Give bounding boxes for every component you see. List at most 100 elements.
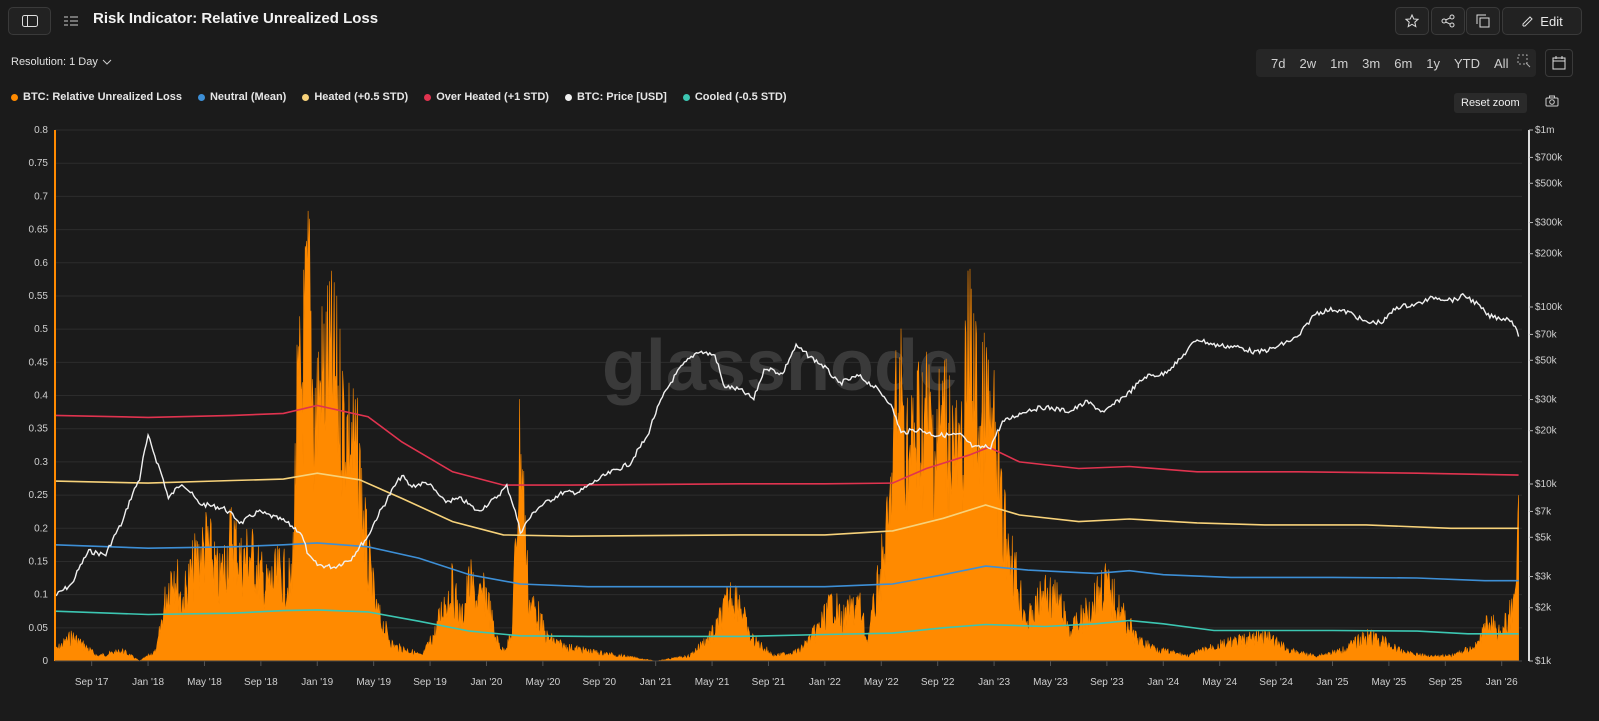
x-tick-label: May '18 bbox=[187, 677, 222, 688]
y2-tick-label: $300k bbox=[1535, 218, 1563, 229]
series-line-heated-0-5-std bbox=[54, 472, 1519, 538]
x-tick-label: Jan '25 bbox=[1317, 677, 1349, 688]
y-tick-label: 0.35 bbox=[29, 424, 49, 435]
timeframe-1y[interactable]: 1y bbox=[1426, 55, 1441, 71]
share-icon bbox=[1441, 14, 1455, 28]
y2-tick-label: $7k bbox=[1535, 506, 1552, 517]
x-tick-label: Sep '17 bbox=[75, 677, 109, 688]
y2-tick-label: $70k bbox=[1535, 329, 1558, 340]
x-tick-label: Jan '19 bbox=[301, 677, 333, 688]
legend-item-cooled[interactable]: Cooled (-0.5 STD) bbox=[682, 91, 787, 103]
timeframe-2w[interactable]: 2w bbox=[1299, 55, 1317, 71]
x-tick-label: Jan '18 bbox=[132, 677, 164, 688]
watermark: glassnode bbox=[602, 326, 958, 406]
legend-item-heated[interactable]: Heated (+0.5 STD) bbox=[302, 91, 408, 103]
x-tick-label: Sep '20 bbox=[582, 677, 616, 688]
timeframe-6m[interactable]: 6m bbox=[1394, 55, 1413, 71]
y2-tick-label: $3k bbox=[1535, 572, 1552, 583]
y2-tick-label: $700k bbox=[1535, 152, 1563, 163]
pencil-icon bbox=[1522, 15, 1534, 26]
x-tick-label: Sep '19 bbox=[413, 677, 447, 688]
legend-dot bbox=[197, 93, 205, 101]
series-line-over-heated-1-std bbox=[54, 404, 1519, 486]
legend-item-price[interactable]: BTC: Price [USD] bbox=[564, 91, 667, 103]
y-tick-label: 0.75 bbox=[29, 158, 49, 169]
legend-label: Over Heated (+1 STD) bbox=[436, 91, 549, 103]
edit-label: Edit bbox=[1540, 13, 1563, 29]
x-tick-label: Jan '26 bbox=[1486, 677, 1518, 688]
legend-label: Cooled (-0.5 STD) bbox=[694, 91, 787, 103]
y2-tick-label: $500k bbox=[1535, 178, 1563, 189]
y-tick-label: 0.7 bbox=[34, 191, 48, 202]
copy-icon bbox=[1476, 14, 1490, 28]
menu-icon[interactable] bbox=[64, 14, 78, 33]
sidebar-icon bbox=[21, 15, 38, 27]
timeframe-3m[interactable]: 3m bbox=[1362, 55, 1381, 71]
chevron-down-icon bbox=[102, 59, 112, 65]
camera-icon bbox=[1545, 95, 1559, 107]
screenshot-button[interactable] bbox=[1545, 94, 1559, 112]
x-tick-label: Sep '18 bbox=[244, 677, 278, 688]
sidebar-toggle-button[interactable] bbox=[8, 7, 51, 35]
y-tick-label: 0.1 bbox=[34, 590, 48, 601]
resolution-label: Resolution: 1 Day bbox=[11, 56, 98, 68]
y-tick-label: 0 bbox=[42, 656, 48, 667]
timeframe-ytd[interactable]: YTD bbox=[1454, 55, 1481, 71]
series-line-btc-price-usd bbox=[54, 292, 1520, 597]
timeframe-7d[interactable]: 7d bbox=[1271, 55, 1286, 71]
x-tick-label: Jan '24 bbox=[1147, 677, 1179, 688]
favorite-button[interactable] bbox=[1395, 7, 1429, 35]
left-axis: 0 0.05 0.1 0.15 0.2 0.25 0.3 0.35 0.4 0.45 0.5 0.55… bbox=[29, 125, 56, 667]
legend-label: Heated (+0.5 STD) bbox=[314, 91, 409, 103]
series-layer bbox=[54, 210, 1520, 662]
y2-tick-label: $1m bbox=[1535, 125, 1554, 136]
chart-legend: BTC: Relative Unrealized Loss Neutral (M… bbox=[11, 91, 787, 103]
x-axis: Sep '17 Jan '18 May '18 Sep '18 Jan '19 May '… bbox=[55, 660, 1522, 688]
duplicate-button[interactable] bbox=[1466, 7, 1500, 35]
edit-button[interactable]: Edit bbox=[1502, 7, 1582, 35]
x-tick-label: May '23 bbox=[1033, 677, 1068, 688]
series-line-neutral-mean bbox=[54, 542, 1519, 588]
legend-dot bbox=[682, 93, 690, 101]
x-tick-label: May '25 bbox=[1372, 677, 1407, 688]
y-tick-label: 0.8 bbox=[34, 125, 48, 136]
legend-item-rul[interactable]: BTC: Relative Unrealized Loss bbox=[11, 91, 182, 103]
timeframe-1m[interactable]: 1m bbox=[1330, 55, 1349, 71]
x-tick-label: Sep '21 bbox=[752, 677, 786, 688]
calendar-icon bbox=[1552, 56, 1566, 70]
x-tick-label: May '20 bbox=[526, 677, 561, 688]
legend-dot bbox=[302, 93, 310, 101]
timeframe-all[interactable]: All bbox=[1494, 55, 1509, 71]
x-tick-label: Sep '23 bbox=[1090, 677, 1124, 688]
y2-tick-label: $1k bbox=[1535, 656, 1552, 667]
resolution-dropdown[interactable]: Resolution: 1 Day bbox=[11, 56, 112, 68]
share-button[interactable] bbox=[1431, 7, 1465, 35]
x-tick-label: May '22 bbox=[864, 677, 899, 688]
y2-tick-label: $2k bbox=[1535, 603, 1552, 614]
zoom-select-icon[interactable] bbox=[1515, 54, 1531, 73]
legend-item-neutral[interactable]: Neutral (Mean) bbox=[197, 91, 286, 103]
date-range-button[interactable] bbox=[1545, 49, 1573, 77]
y2-tick-label: $20k bbox=[1535, 426, 1558, 437]
y-tick-label: 0.3 bbox=[34, 457, 48, 468]
legend-dot bbox=[564, 93, 572, 101]
legend-label: BTC: Relative Unrealized Loss bbox=[23, 91, 182, 103]
timeframe-selector: 7d 2w 1m 3m 6m 1y YTD All bbox=[1256, 49, 1536, 77]
y2-tick-label: $30k bbox=[1535, 395, 1558, 406]
legend-item-overheated[interactable]: Over Heated (+1 STD) bbox=[424, 91, 549, 103]
y-tick-label: 0.15 bbox=[29, 556, 49, 567]
x-tick-label: May '24 bbox=[1202, 677, 1237, 688]
y-tick-label: 0.6 bbox=[34, 258, 48, 269]
page-title: Risk Indicator: Relative Unrealized Loss bbox=[93, 10, 379, 27]
reset-zoom-button[interactable]: Reset zoom bbox=[1454, 93, 1527, 113]
x-tick-label: Sep '24 bbox=[1259, 677, 1293, 688]
right-axis: $1k $2k $3k $5k $7k $10k $20k $30k $50k $70k $100k… bbox=[1528, 125, 1563, 667]
y2-tick-label: $200k bbox=[1535, 249, 1563, 260]
x-tick-label: Sep '22 bbox=[921, 677, 955, 688]
series-area-relative-unrealized-loss bbox=[54, 210, 1519, 662]
top-toolbar: Risk Indicator: Relative Unrealized Loss… bbox=[0, 0, 1599, 44]
y2-tick-label: $100k bbox=[1535, 302, 1563, 313]
y-tick-label: 0.2 bbox=[34, 523, 48, 534]
x-tick-label: Jan '22 bbox=[809, 677, 841, 688]
legend-label: BTC: Price [USD] bbox=[576, 91, 667, 103]
